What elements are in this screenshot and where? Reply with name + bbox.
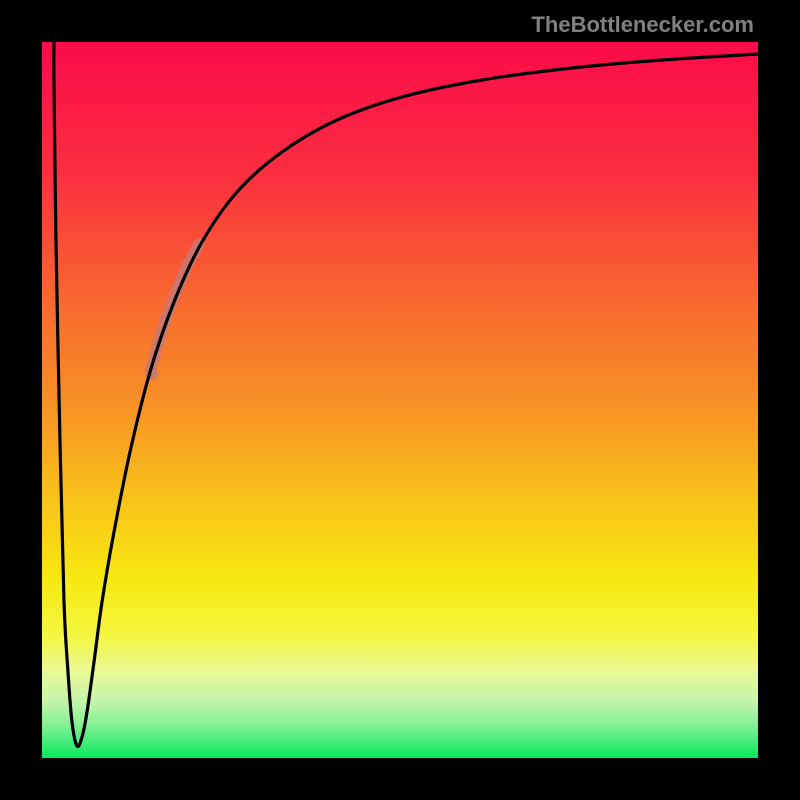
chart-container: TheBottlenecker.com: [0, 0, 800, 800]
plot-border-right: [758, 0, 800, 800]
plot-border-left: [0, 0, 42, 800]
gradient-background: [42, 42, 758, 758]
plot-border-bottom: [0, 758, 800, 800]
chart-svg: [42, 42, 758, 758]
watermark-text: TheBottlenecker.com: [531, 12, 754, 38]
plot-area: [42, 42, 758, 758]
